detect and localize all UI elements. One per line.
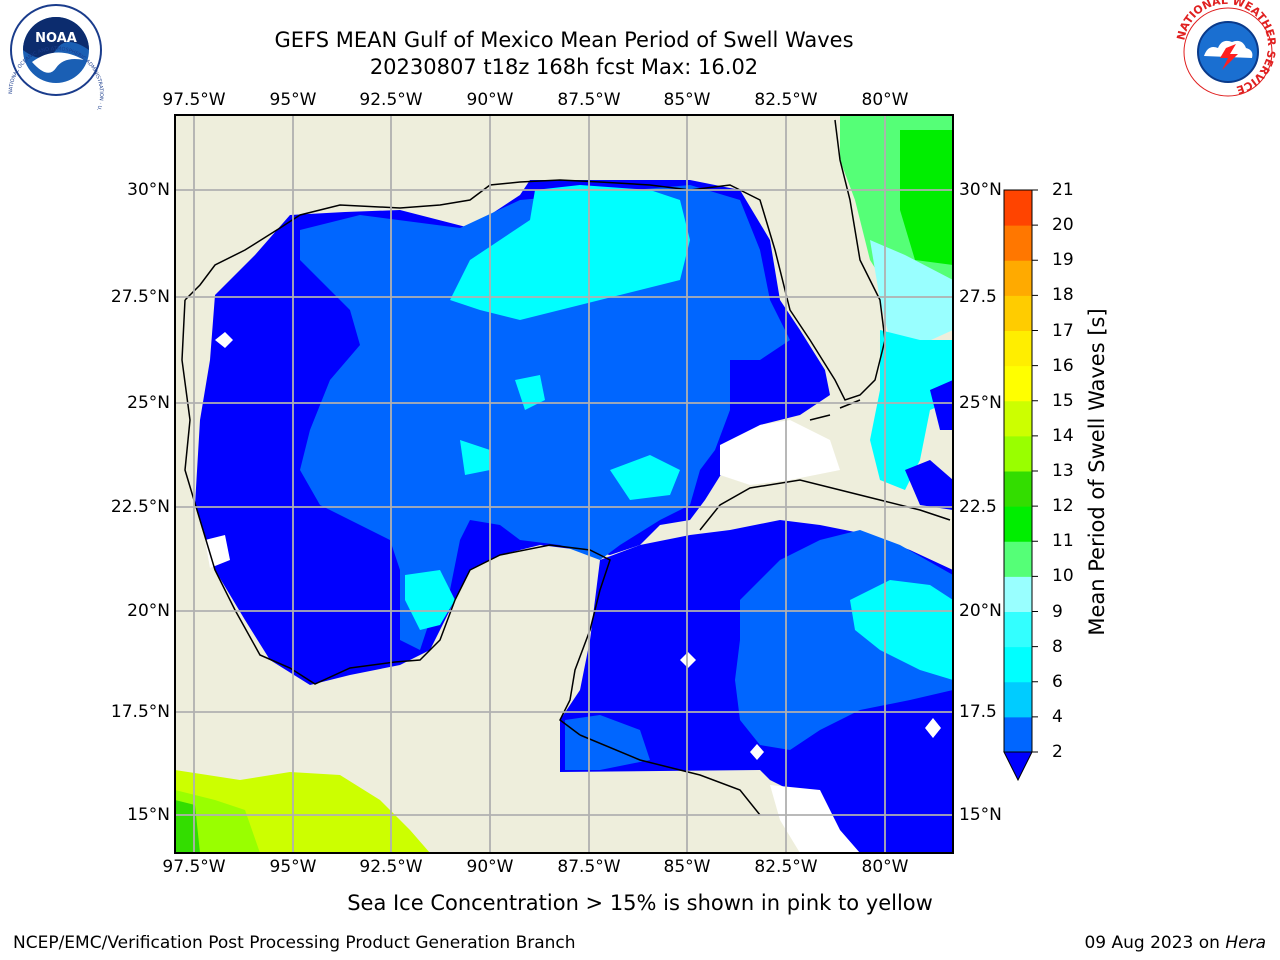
colorbar-tick-label: 16: [1052, 355, 1074, 376]
gulf-swell-cyan: [450, 185, 690, 320]
lon-label-bottom: 87.5°W: [557, 857, 621, 877]
footer-date-text: 09 Aug 2023 on: [1084, 933, 1226, 953]
lat-label-left: 27.5°N: [110, 287, 170, 307]
colorbar-tick-label: 2: [1052, 742, 1063, 762]
lat-label-right: 15°N: [959, 805, 1002, 825]
lat-label-left: 15°N: [127, 805, 170, 825]
lon-label-top: 95°W: [269, 90, 317, 110]
colorbar-segment: [1004, 506, 1032, 542]
colorbar-tick-label: 19: [1052, 250, 1074, 271]
lon-label-bottom: 90°W: [466, 857, 514, 877]
cuba-coastline: [699, 479, 951, 531]
lon-label-top: 82.5°W: [754, 90, 818, 110]
lat-label-left: 30°N: [127, 180, 170, 200]
colorbar-tick-label: 11: [1052, 531, 1074, 552]
colorbar-segment: [1004, 365, 1032, 402]
lon-label-bottom: 82.5°W: [754, 857, 818, 877]
mexico-coastline: [181, 299, 611, 736]
map-grid: [175, 115, 953, 853]
lon-label-top: 80°W: [861, 90, 909, 110]
lon-label-bottom: 97.5°W: [162, 857, 226, 877]
map-title: GEFS MEAN Gulf of Mexico Mean Period of …: [274, 28, 854, 52]
colorbar-segment: [1004, 330, 1032, 367]
lat-label-left: 20°N: [127, 601, 170, 621]
lat-label-right: 20°N: [959, 601, 1002, 621]
lon-label-top: 97.5°W: [162, 90, 226, 110]
lat-label-right: 30°N: [959, 180, 1002, 200]
colorbar-tick-label: 12: [1052, 496, 1074, 517]
lat-label-right: 27.5: [959, 287, 997, 307]
colorbar-segment: [1004, 471, 1032, 507]
colorbar-tick-label: 17: [1052, 320, 1074, 341]
colorbar-segment: [1004, 400, 1032, 437]
colorbar-segment: [1004, 295, 1032, 331]
colorbar-segment: [1004, 611, 1032, 648]
atlantic-cyan: [870, 240, 953, 380]
bahamas: [809, 399, 861, 421]
colorbar-segment: [1004, 716, 1032, 753]
colorbar-segment: [1004, 646, 1032, 683]
sea-ice-note: Sea Ice Concentration > 15% is shown in …: [347, 891, 933, 915]
lon-label-top: 85°W: [663, 90, 711, 110]
lon-label-bottom: 80°W: [861, 857, 909, 877]
footer-date: 09 Aug 2023 on Hera: [1084, 933, 1266, 953]
colorbar-segment: [1004, 260, 1032, 296]
colorbar-segment: [1004, 681, 1032, 718]
colorbar-segment: [1004, 225, 1032, 261]
colorbar: [1003, 189, 1038, 782]
colorbar-tick-label: 4: [1052, 706, 1063, 727]
colorbar-label: Mean Period of Swell Waves [s]: [1085, 308, 1109, 636]
central-america-coastline: [579, 734, 761, 816]
colorbar-tick-label: 21: [1052, 180, 1074, 200]
lat-label-right: 22.5: [959, 497, 997, 517]
noaa-emblem: NOAA: [10, 4, 102, 96]
lon-label-top: 92.5°W: [359, 90, 423, 110]
colorbar-tick-label: 8: [1052, 636, 1063, 657]
colorbar-tick-label: 6: [1052, 671, 1063, 692]
footer-machine: Hera: [1225, 933, 1266, 953]
lon-label-top: 87.5°W: [557, 90, 621, 110]
lon-label-bottom: 95°W: [269, 857, 317, 877]
colorbar-tick-label: 20: [1052, 215, 1074, 236]
lat-label-left: 25°N: [127, 393, 170, 413]
colorbar-tick-label: 15: [1052, 390, 1074, 411]
noaa-logo-text: NOAA: [35, 31, 77, 46]
lat-label-right: 17.5: [959, 702, 997, 722]
lat-label-left: 22.5°N: [110, 497, 170, 517]
colorbar-segment: [1004, 541, 1032, 577]
lat-label-right: 25°N: [959, 393, 1002, 413]
colorbar-segment: [1004, 435, 1032, 472]
colorbar-tick-label: 18: [1052, 285, 1074, 306]
colorbar-extend-triangle: [1003, 751, 1033, 782]
colorbar-tick-label: 14: [1052, 425, 1074, 446]
colorbar-tick-label: 13: [1052, 461, 1074, 481]
footer-branch: NCEP/EMC/Verification Post Processing Pr…: [13, 933, 576, 953]
map-subtitle: 20230807 t18z 168h fcst Max: 16.02: [369, 55, 759, 79]
gulf-swell-blue: [300, 185, 790, 650]
colorbar-tick-label: 10: [1052, 566, 1074, 587]
nws-emblem: [1182, 6, 1274, 98]
colorbar-segment: [1004, 190, 1032, 226]
lon-label-top: 90°W: [466, 90, 514, 110]
caribbean-swell-cyan: [850, 580, 953, 680]
lat-label-left: 17.5°N: [110, 702, 170, 722]
colorbar-segment: [1004, 576, 1032, 612]
colorbar-tick-label: 9: [1052, 601, 1063, 622]
lon-label-bottom: 85°W: [663, 857, 711, 877]
lon-label-bottom: 92.5°W: [359, 857, 423, 877]
map-frame: [174, 114, 954, 854]
